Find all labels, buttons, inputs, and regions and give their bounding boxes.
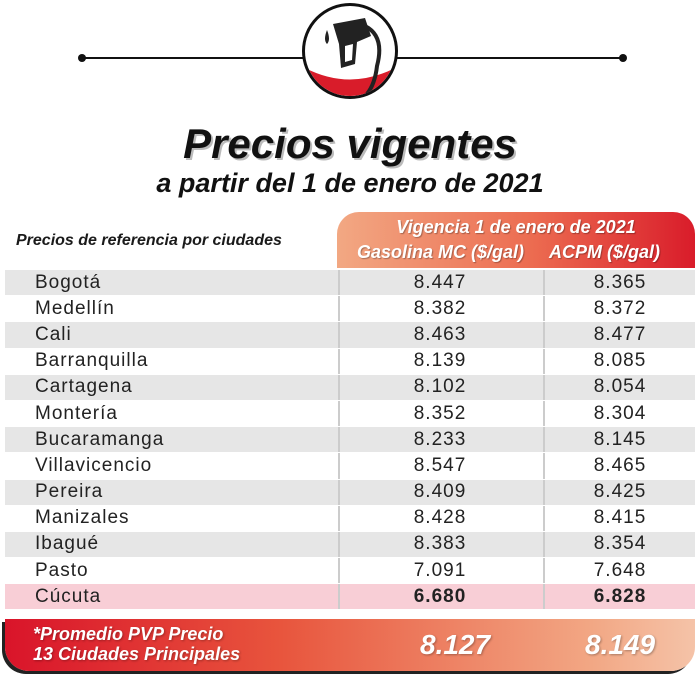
acpm-cell: 8.372 [543,296,695,322]
city-cell: Cartagena [35,376,133,398]
city-cell: Bogotá [35,271,102,293]
row-header-label: Precios de referencia por ciudades [16,232,282,249]
table-row: Bucaramanga 8.233 8.145 [5,427,695,454]
table-row: Pereira 8.409 8.425 [5,479,695,506]
average-gasolina: 8.127 [420,629,491,660]
gasolina-cell: 8.409 [338,479,540,505]
city-cell: Cúcuta [35,585,102,607]
page-subtitle: a partir del 1 de enero de 2021 [156,168,544,198]
acpm-cell: 8.415 [543,505,695,531]
acpm-cell: 8.054 [543,374,695,400]
gasolina-cell: 8.383 [338,531,540,558]
table-row: Montería 8.352 8.304 [5,400,695,428]
gasolina-cell: 8.428 [338,505,540,531]
table-row: Ibagué 8.383 8.354 [5,531,695,559]
city-cell: Ibagué [35,533,100,555]
acpm-cell: 8.085 [543,348,695,374]
table-row: Cali 8.463 8.477 [5,322,695,349]
city-cell: Medellín [35,297,115,319]
gasolina-cell: 7.091 [338,558,540,584]
city-cell: Cali [35,323,72,345]
table-row: Villavicencio 8.547 8.465 [5,453,695,480]
table-row: Medellín 8.382 8.372 [5,296,695,323]
gasolina-cell: 8.382 [338,296,540,322]
gasolina-cell: 8.447 [338,270,540,296]
period-header: Vigencia 1 de enero de 2021 [396,217,636,237]
acpm-cell: 8.465 [543,453,695,479]
gasolina-cell: 6.680 [338,584,540,610]
average-label-line2: 13 Ciudades Principales [33,644,241,664]
average-label-line1: *Promedio PVP Precio [33,624,224,644]
divider-dot-left [78,54,86,62]
average-acpm: 8.149 [585,629,656,660]
acpm-cell: 8.145 [543,427,695,453]
fuel-pump-nozzle-icon [302,3,398,99]
price-table: Bogotá 8.447 8.365 Medellín 8.382 8.372 Cali 8.… [5,270,695,611]
acpm-cell: 8.425 [543,479,695,505]
acpm-cell: 8.477 [543,322,695,348]
gasolina-cell: 8.547 [338,453,540,479]
acpm-cell: 8.365 [543,270,695,296]
city-cell: Montería [35,402,118,424]
column-header-acpm: ACPM ($/gal) [549,242,661,262]
column-header-gasolina: Gasolina MC ($/gal) [357,242,525,262]
gasolina-cell: 8.463 [338,322,540,348]
gasolina-cell: 8.233 [338,427,540,453]
table-row: Cartagena 8.102 8.054 [5,374,695,401]
table-row: Manizales 8.428 8.415 [5,505,695,532]
city-cell: Bucaramanga [35,428,165,450]
city-cell: Pereira [35,481,104,503]
city-cell: Villavicencio [35,454,153,476]
gasolina-cell: 8.139 [338,348,540,374]
gasolina-cell: 8.102 [338,374,540,400]
column-header: Vigencia 1 de enero de 2021 Gasolina MC … [337,212,695,268]
acpm-cell: 6.828 [543,584,695,610]
acpm-cell: 8.304 [543,400,695,427]
average-label: *Promedio PVP Precio 13 Ciudades Princip… [33,624,240,664]
acpm-cell: 7.648 [543,558,695,584]
city-cell: Barranquilla [35,350,149,372]
acpm-cell: 8.354 [543,531,695,558]
average-row: *Promedio PVP Precio 13 Ciudades Princip… [5,619,695,671]
table-row: Barranquilla 8.139 8.085 [5,348,695,375]
page-title: Precios vigentes [183,120,517,167]
table-row: Cúcuta 6.680 6.828 [5,584,695,611]
table-row: Pasto 7.091 7.648 [5,558,695,585]
city-cell: Pasto [35,559,89,581]
divider-dot-right [619,54,627,62]
city-cell: Manizales [35,507,130,529]
gasolina-cell: 8.352 [338,400,540,427]
table-row: Bogotá 8.447 8.365 [5,270,695,297]
